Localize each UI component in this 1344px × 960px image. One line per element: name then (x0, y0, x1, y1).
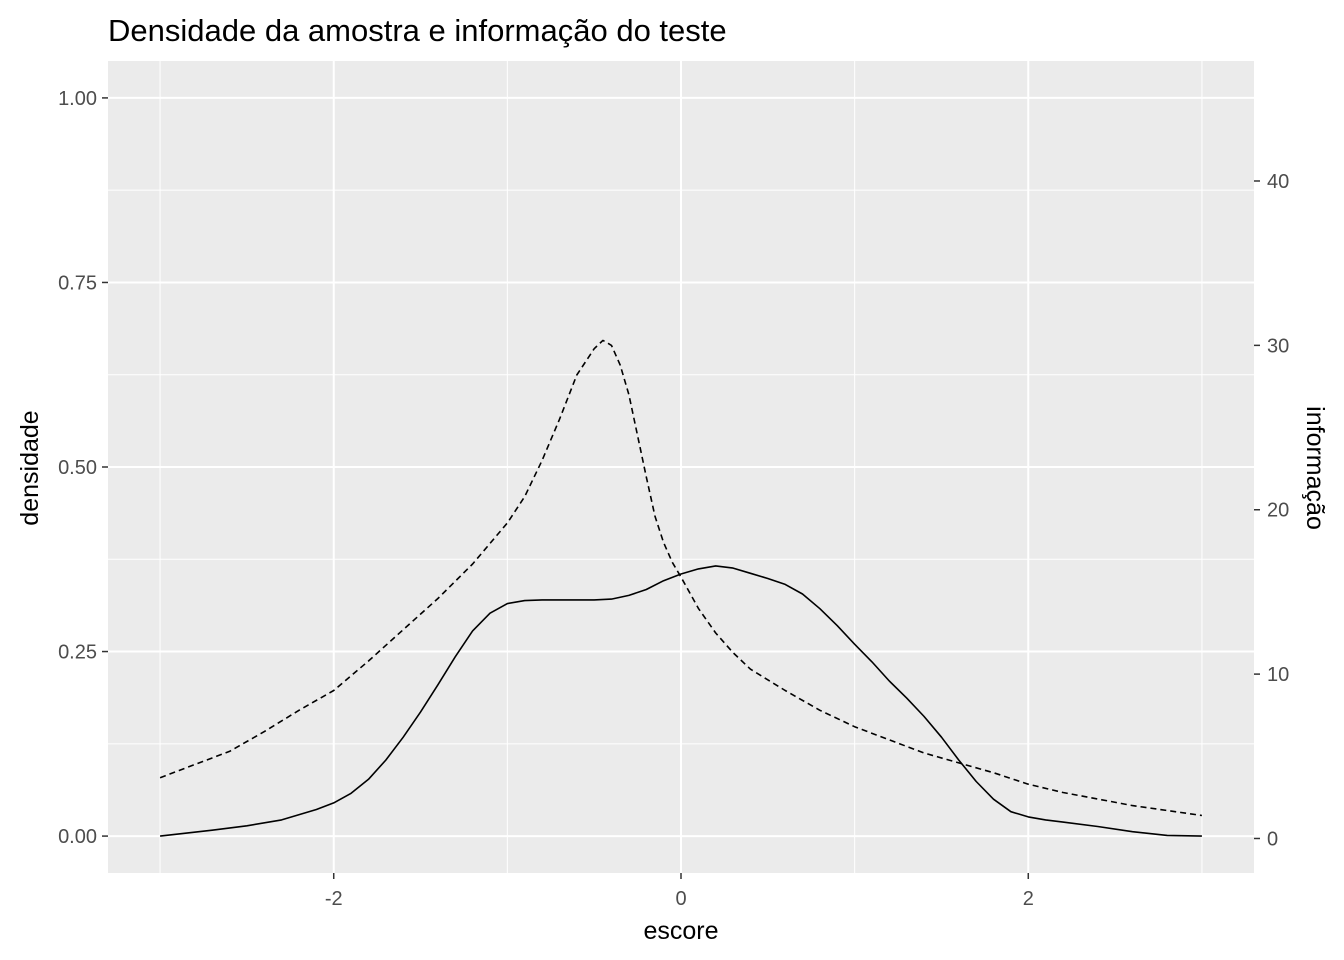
y-tick-label: 0.75 (58, 272, 97, 294)
y-axis-title: densidade (16, 410, 44, 525)
y-tick-label: 0.00 (58, 826, 97, 848)
y2-tick-label: 30 (1267, 335, 1289, 357)
major-gridlines (108, 61, 1254, 873)
right-axis: 0 10 20 30 40 (1254, 171, 1289, 850)
bottom-axis: -2 0 2 (325, 873, 1034, 910)
y-tick-label: 0.50 (58, 457, 97, 479)
x-tick-label: 0 (675, 888, 686, 910)
information-line (159, 339, 1203, 817)
y2-tick-label: 0 (1267, 828, 1278, 850)
y-tick-label: 0.25 (58, 642, 97, 664)
y2-tick-label: 20 (1267, 500, 1289, 522)
x-axis-title: escore (643, 917, 718, 945)
left-axis: 0.00 0.25 0.50 0.75 1.00 (58, 88, 108, 848)
density-line (160, 565, 1202, 837)
x-tick-label: 2 (1023, 888, 1034, 910)
x-tick-label: -2 (325, 888, 343, 910)
series-layer (159, 339, 1203, 837)
y2-tick-label: 40 (1267, 171, 1289, 193)
y-tick-label: 1.00 (58, 88, 97, 110)
chart-title: Densidade da amostra e informação do tes… (108, 13, 727, 48)
y2-axis-title: informação (1301, 406, 1329, 530)
y2-tick-label: 10 (1267, 664, 1289, 686)
